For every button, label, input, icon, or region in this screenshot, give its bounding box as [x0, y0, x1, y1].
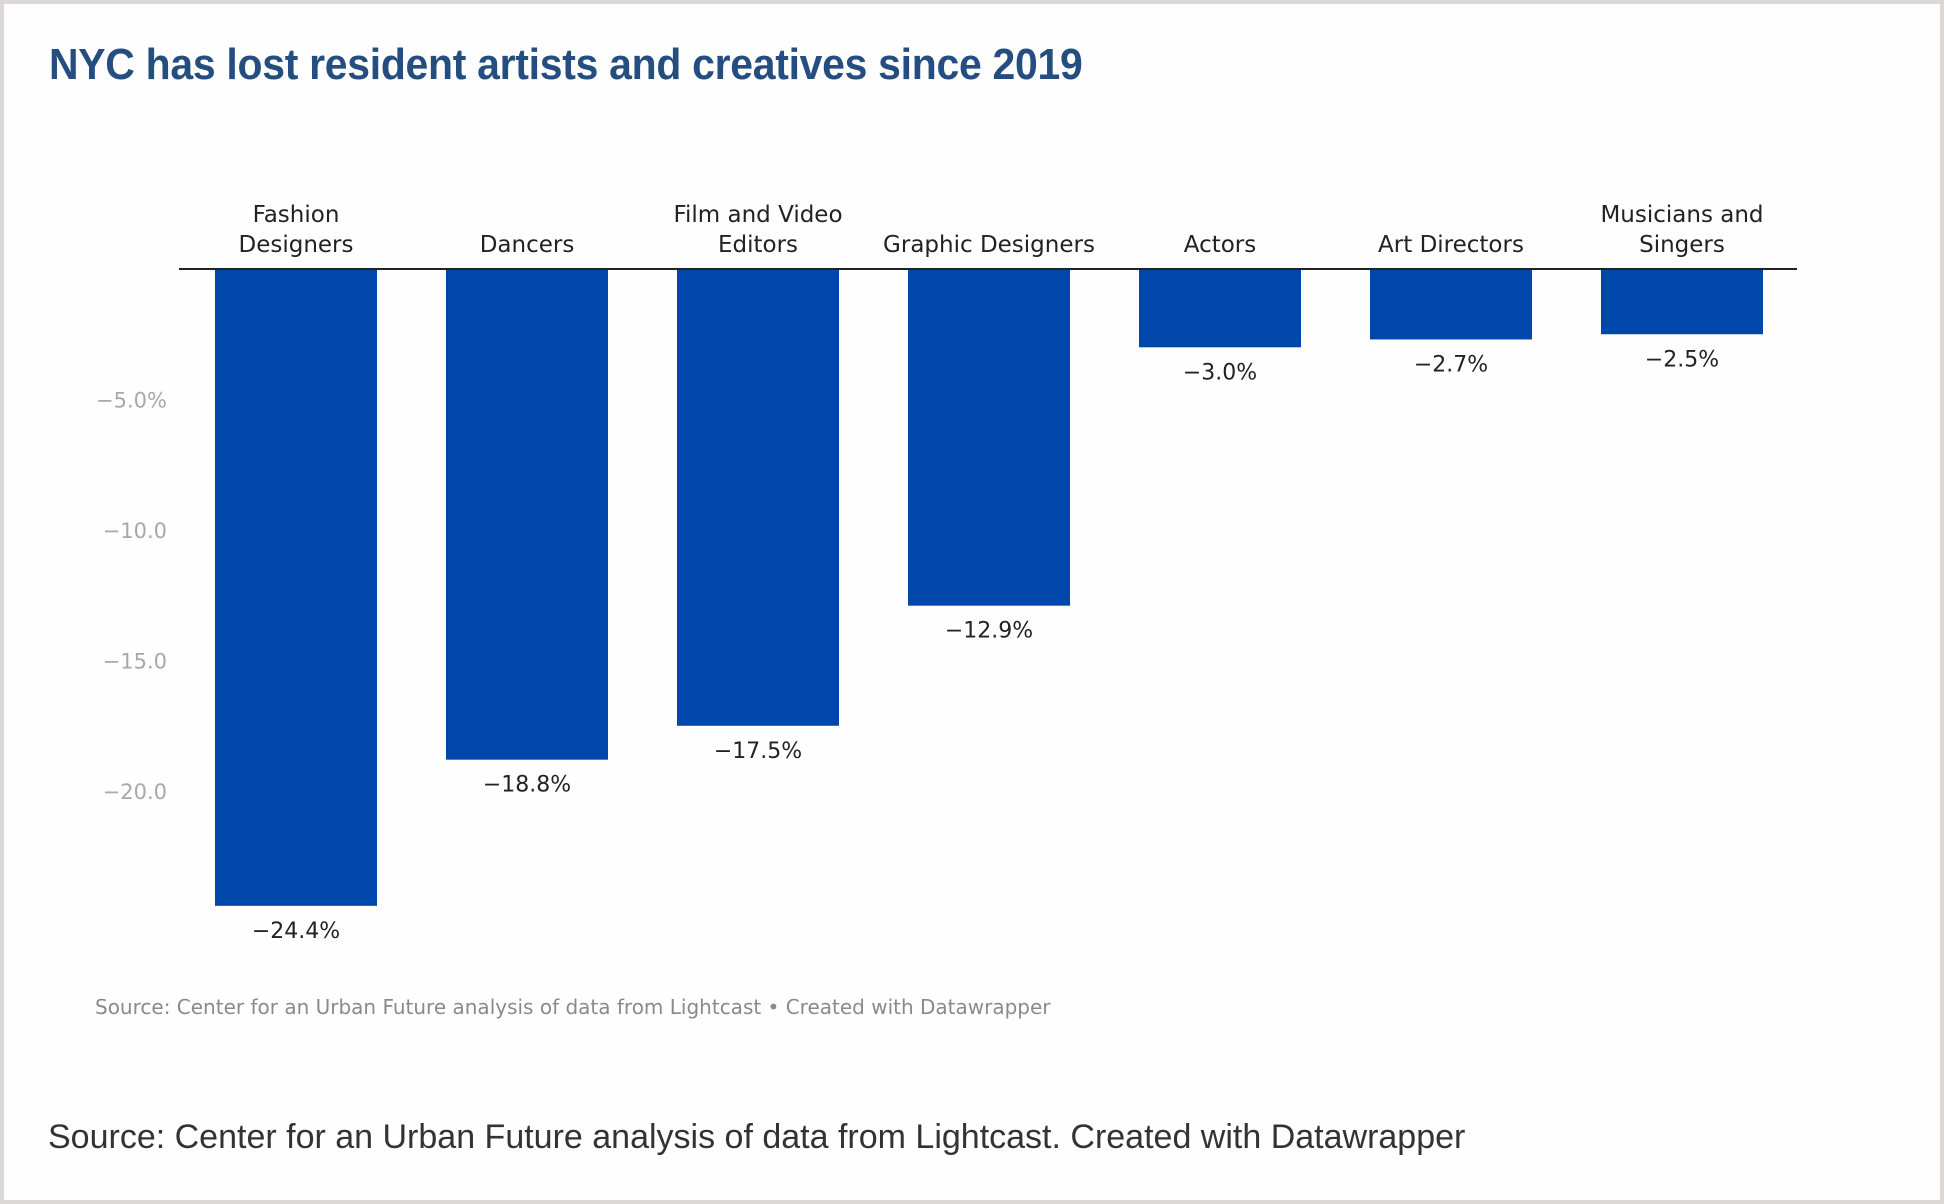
category-label: Graphic Designers: [883, 232, 1095, 258]
bar: [677, 269, 839, 726]
y-tick-label: −10.0: [103, 519, 167, 543]
bar-value-label: −12.9%: [945, 619, 1033, 644]
bar-chart: −5.0% −10.0 −15.0 −20.0 −24.4% Fashion Designe…: [96, 202, 1797, 944]
category-label: Art Directors: [1378, 232, 1524, 258]
y-tick-label: −15.0: [103, 650, 167, 674]
category-label: Dancers: [480, 232, 575, 258]
y-tick-label: −20.0: [103, 780, 167, 804]
chart-title: NYC has lost resident artists and creati…: [49, 40, 1083, 89]
bar-value-label: −2.7%: [1414, 352, 1488, 377]
bar: [446, 269, 608, 760]
bar-value-label: −2.5%: [1645, 347, 1719, 372]
bar: [908, 269, 1070, 606]
category-label: Actors: [1184, 232, 1257, 258]
bar: [1601, 269, 1763, 335]
bar-value-label: −24.4%: [252, 919, 340, 944]
bar: [1370, 269, 1532, 340]
bar: [215, 269, 377, 906]
category-label: Musicians and: [1600, 202, 1763, 228]
chart-source-note: Source: Center for an Urban Future analy…: [95, 995, 1051, 1019]
category-label: Fashion: [253, 202, 340, 228]
bar: [1139, 269, 1301, 348]
category-label: Film and Video: [673, 202, 842, 228]
bar-value-label: −17.5%: [714, 739, 802, 764]
category-label: Designers: [239, 232, 354, 258]
bar-value-label: −3.0%: [1183, 360, 1257, 385]
bar-value-label: −18.8%: [483, 773, 571, 798]
category-label: Singers: [1639, 232, 1725, 258]
y-tick-label: −5.0%: [96, 389, 167, 413]
category-label: Editors: [718, 232, 798, 258]
caption: Source: Center for an Urban Future analy…: [48, 1118, 1466, 1156]
